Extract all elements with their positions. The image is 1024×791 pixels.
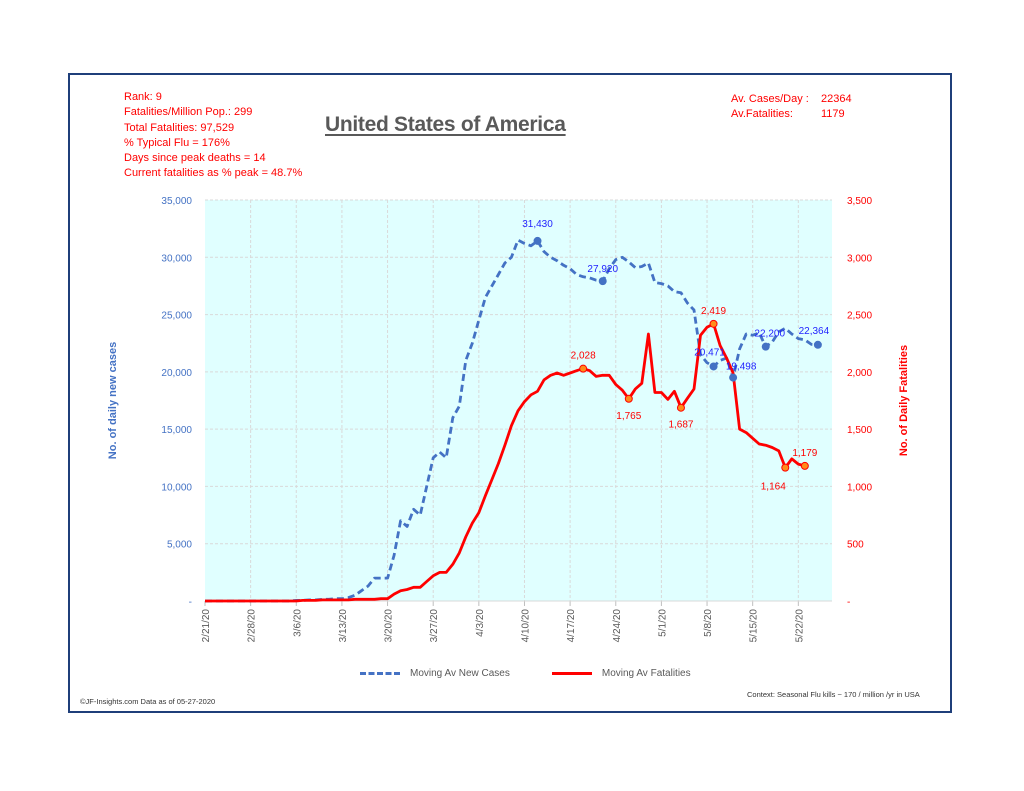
- y-tick-label-left: 20,000: [161, 368, 192, 379]
- footer-source: ©JF-Insights.com Data as of 05-27-2020: [80, 697, 216, 706]
- x-tick-label: 5/8/20: [703, 609, 714, 637]
- y-tick-label-left: 35,000: [161, 196, 192, 207]
- data-label-cases: 20,471: [694, 347, 725, 358]
- x-tick-label: 4/3/20: [475, 609, 486, 637]
- avg-cases-label: Av. Cases/Day :: [731, 93, 809, 105]
- y-tick-label-left: 5,000: [167, 540, 192, 551]
- legend-item-cases: Moving Av New Cases: [360, 668, 510, 679]
- data-marker-fatalities: [624, 394, 633, 403]
- data-label-fatalities: 1,164: [761, 482, 786, 493]
- data-label-cases: 22,364: [799, 326, 830, 337]
- x-tick-label: 2/28/20: [247, 609, 258, 643]
- x-tick-label: 2/21/20: [201, 609, 212, 643]
- legend-swatch-cases: [360, 672, 400, 675]
- stat-current-pct-peak: Current fatalities as % peak = 48.7%: [124, 167, 303, 180]
- x-tick-label: 5/1/20: [657, 609, 668, 637]
- avg-cases-row: Av. Cases/Day : 22364: [731, 92, 852, 107]
- y-tick-label-left: -: [189, 597, 192, 608]
- legend-label-fatalities: Moving Av Fatalities: [601, 668, 691, 679]
- avg-fatalities-row: Av.Fatalities: 1179: [731, 107, 852, 122]
- avg-cases-value: 22364: [821, 93, 852, 105]
- data-label-fatalities: 1,687: [668, 420, 693, 431]
- avg-fatalities-value: 1179: [821, 108, 845, 120]
- stat-rank: Rank: 9: [124, 91, 162, 103]
- x-tick-label: 3/27/20: [429, 609, 440, 643]
- data-marker-fatalities: [709, 319, 718, 328]
- data-marker-cases: [709, 362, 718, 371]
- legend-swatch-fatalities: [551, 672, 592, 675]
- y-tick-label-right: 500: [847, 540, 864, 551]
- x-tick-label: 4/10/20: [520, 609, 531, 643]
- data-label-cases: 31,430: [522, 219, 553, 230]
- data-label-fatalities: 2,419: [701, 306, 726, 317]
- plot-area: [205, 200, 832, 601]
- data-marker-cases: [533, 236, 542, 245]
- stat-fatalities-per-million: Fatalities/Million Pop.: 299: [124, 106, 253, 119]
- y-axis-title-right: No. of Daily Fatalities: [898, 345, 910, 456]
- x-tick-label: 3/6/20: [292, 609, 303, 637]
- y-tick-label-left: 15,000: [161, 425, 192, 436]
- y-tick-label-left: 30,000: [161, 253, 192, 264]
- stat-typical-flu: % Typical Flu = 176%: [124, 136, 230, 149]
- legend-item-fatalities: Moving Av Fatalities: [551, 668, 691, 679]
- y-tick-label-left: 10,000: [161, 482, 192, 493]
- data-marker-cases: [813, 340, 822, 349]
- avg-fatalities-label: Av.Fatalities:: [731, 108, 793, 120]
- x-tick-label: 5/15/20: [749, 609, 760, 643]
- country-stats: Rank: 9 Fatalities/Million Pop.: 299 Tot…: [124, 90, 302, 182]
- y-tick-label-right: 3,500: [847, 196, 872, 207]
- data-marker-cases: [761, 342, 770, 351]
- chart-legend: Moving Av New Cases Moving Av Fatalities: [360, 668, 733, 679]
- chart-title: United States of America: [325, 113, 566, 136]
- data-marker-fatalities: [579, 364, 588, 373]
- stat-total-fatalities: Total Fatalities: 97,529: [124, 121, 235, 134]
- data-label-cases: 19,498: [726, 362, 757, 373]
- y-tick-label-right: 2,000: [847, 368, 872, 379]
- series-line-fatalities: [205, 322, 806, 603]
- averages-summary: Av. Cases/Day : 22364 Av.Fatalities: 117…: [731, 92, 852, 122]
- data-label-fatalities: 1,179: [792, 448, 817, 459]
- x-tick-label: 3/13/20: [338, 609, 349, 643]
- legend-label-cases: Moving Av New Cases: [410, 668, 510, 679]
- data-marker-cases: [598, 277, 607, 286]
- data-marker-fatalities: [676, 403, 685, 412]
- data-marker-cases: [729, 373, 738, 382]
- y-axis-title-left: No. of daily new cases: [107, 342, 119, 459]
- y-tick-label-right: 2,500: [847, 311, 872, 322]
- y-tick-label-right: 3,000: [847, 253, 872, 264]
- x-tick-label: 4/17/20: [566, 609, 577, 643]
- y-tick-label-right: 1,000: [847, 482, 872, 493]
- data-label-cases: 27,920: [587, 264, 618, 275]
- stat-days-since-peak: Days since peak deaths = 14: [124, 152, 266, 165]
- x-tick-label: 4/24/20: [612, 609, 623, 643]
- data-label-cases: 22,200: [754, 329, 785, 340]
- data-label-fatalities: 1,765: [616, 411, 641, 422]
- y-tick-label-right: 1,500: [847, 425, 872, 436]
- data-marker-fatalities: [781, 463, 790, 472]
- y-tick-label-right: -: [847, 597, 850, 608]
- footer-context: Context: Seasonal Flu kills ~ 170 / mill…: [747, 690, 920, 699]
- x-tick-label: 5/22/20: [794, 609, 805, 643]
- data-label-fatalities: 2,028: [571, 351, 596, 362]
- x-tick-label: 3/20/20: [384, 609, 395, 643]
- y-tick-label-left: 25,000: [161, 311, 192, 322]
- data-marker-fatalities: [800, 461, 809, 470]
